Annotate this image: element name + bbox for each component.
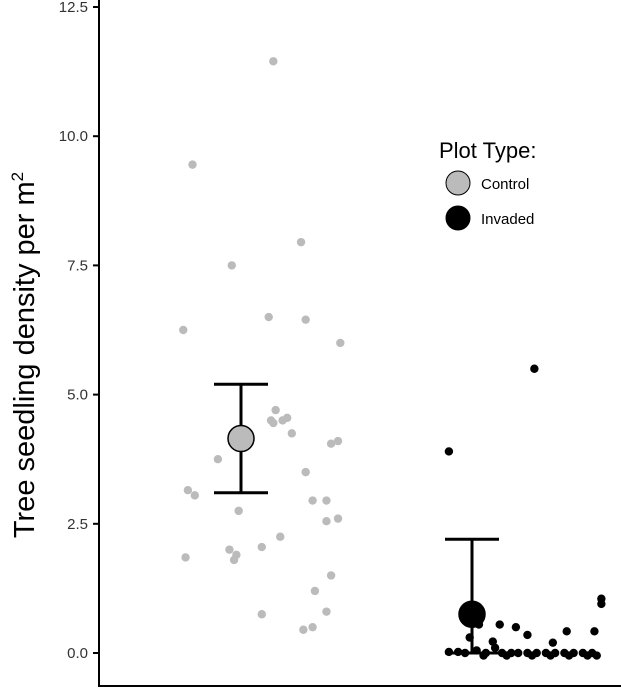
data-point-control: [269, 418, 278, 428]
data-point-control: [269, 57, 278, 66]
legend-swatch-control: [445, 170, 471, 196]
data-point-control: [278, 416, 287, 425]
data-point-invaded: [444, 447, 454, 456]
mean-and-error-bars: [214, 382, 499, 655]
data-point-invaded: [546, 651, 555, 660]
data-point-invaded: [511, 622, 521, 632]
data-point-control: [264, 312, 273, 322]
data-point-invaded: [527, 651, 537, 660]
data-point-control: [287, 429, 297, 438]
data-point-control: [333, 514, 343, 523]
y-ticks: 0.0 2.5 5.0 7.5 10.0 12.5: [59, 0, 99, 662]
data-point-control: [301, 467, 310, 477]
data-point-control: [257, 542, 266, 552]
data-point-invaded: [495, 620, 504, 629]
data-point-control: [181, 553, 190, 562]
legend-label-control: Control: [481, 176, 529, 193]
data-point-control: [190, 491, 199, 500]
legend-swatch-invaded: [445, 205, 471, 231]
data-point-control: [225, 545, 234, 554]
data-point-invaded: [548, 638, 558, 647]
mean-point-control: [227, 424, 255, 453]
data-point-control: [308, 622, 317, 632]
y-axis-title-superscript: 2: [8, 172, 27, 181]
data-point-control: [322, 607, 331, 616]
axes: 0.0 2.5 5.0 7.5 10.0 12.5: [59, 0, 621, 687]
data-point-control: [183, 486, 193, 495]
data-point-control: [301, 315, 310, 324]
y-tick-label: 12.5: [59, 0, 88, 16]
data-point-control: [257, 610, 266, 619]
data-point-invaded: [597, 599, 606, 609]
data-point-invaded: [490, 643, 500, 653]
y-tick-label: 2.5: [67, 516, 88, 533]
y-tick-label: 10.0: [59, 128, 88, 145]
data-point-invaded: [562, 627, 571, 636]
data-point-control: [227, 261, 236, 270]
legend-title: Plot Type:: [439, 138, 536, 163]
data-point-control: [213, 455, 223, 464]
data-point-control: [336, 338, 345, 348]
data-point-invaded: [564, 651, 574, 660]
data-point-control: [322, 517, 331, 526]
data-point-control: [234, 506, 243, 516]
data-point-control: [229, 555, 239, 565]
y-axis-title: Tree seedling density per m2: [8, 172, 41, 538]
data-point-control: [333, 436, 343, 446]
data-point-control: [271, 405, 280, 415]
legend: Plot Type: Control Invaded: [439, 138, 536, 231]
y-tick-label: 7.5: [67, 257, 88, 274]
data-point-control: [179, 325, 188, 335]
data-point-invaded: [514, 648, 523, 658]
data-point-invaded: [590, 627, 599, 636]
data-point-control: [296, 237, 306, 247]
data-point-control: [308, 496, 317, 505]
legend-label-invaded: Invaded: [481, 211, 534, 228]
data-point-control: [322, 496, 331, 505]
data-point-invaded: [592, 651, 601, 660]
data-point-control: [276, 532, 285, 541]
data-point-invaded: [583, 651, 592, 660]
y-tick-label: 0.0: [67, 645, 88, 662]
data-point-invaded: [523, 630, 532, 640]
y-axis-title-text: Tree seedling density per m: [9, 181, 41, 538]
data-point-control: [299, 625, 308, 634]
mean-point-invaded: [458, 600, 486, 628]
data-points: [179, 57, 606, 660]
data-point-control: [310, 586, 320, 596]
y-tick-label: 5.0: [67, 387, 88, 404]
data-point-control: [188, 160, 197, 169]
data-point-control: [326, 439, 336, 448]
data-point-control: [326, 571, 336, 580]
data-point-invaded: [502, 651, 511, 660]
data-point-invaded: [530, 364, 539, 373]
